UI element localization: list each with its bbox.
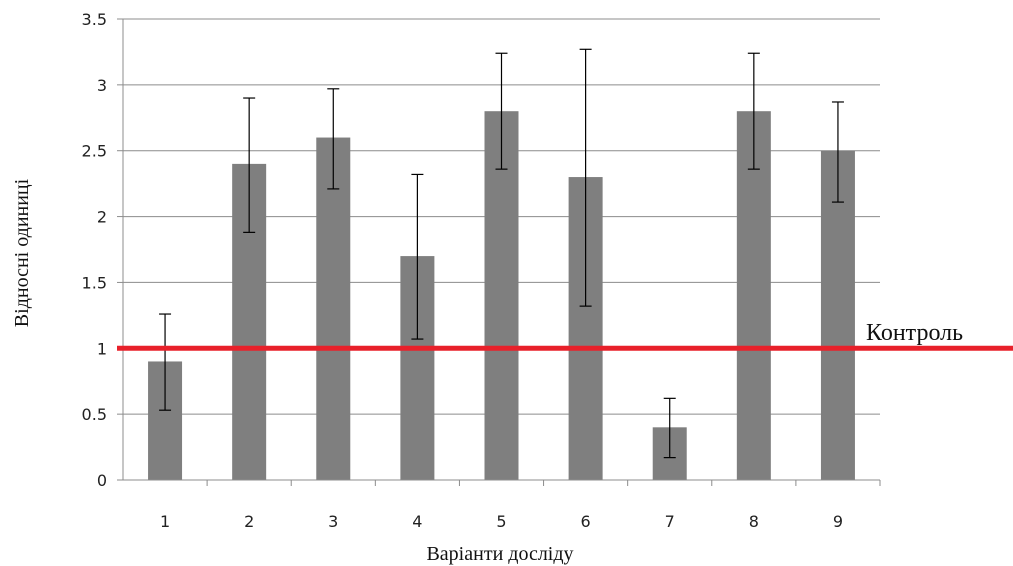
x-tick-label: 5 [496, 512, 506, 531]
x-tick-label: 2 [244, 512, 254, 531]
x-tick-label: 8 [749, 512, 759, 531]
y-tick-label: 1.5 [82, 273, 107, 292]
x-tick-label: 1 [160, 512, 170, 531]
y-tick-label: 1 [97, 339, 107, 358]
y-axis-ticks: 0 0.5 1 1.5 2 2.5 3 3.5 [82, 10, 123, 490]
x-tick-label: 3 [328, 512, 338, 531]
y-tick-label: 2 [97, 208, 107, 227]
x-tick-label: 4 [412, 512, 422, 531]
y-axis-label: Відносні одиниці [11, 178, 33, 327]
error-bars [159, 48, 844, 459]
bars [148, 111, 855, 481]
bar [820, 150, 855, 480]
bar [484, 111, 519, 480]
x-tick-label: 7 [665, 512, 675, 531]
bar [736, 111, 771, 480]
reference-line-label: Контроль [866, 320, 963, 346]
y-tick-label: 3.5 [82, 10, 107, 29]
y-tick-label: 0 [97, 471, 107, 490]
x-axis [122, 19, 880, 481]
x-tick-label: 6 [581, 512, 591, 531]
y-tick-label: 2.5 [82, 142, 107, 161]
bar [316, 137, 351, 481]
x-axis-label: Варіанти досліду [426, 543, 573, 565]
y-tick-label: 3 [97, 76, 107, 95]
x-tick-label: 9 [833, 512, 843, 531]
x-axis-ticks: 1 2 3 4 5 6 7 8 9 [160, 480, 881, 531]
y-tick-label: 0.5 [82, 405, 107, 424]
